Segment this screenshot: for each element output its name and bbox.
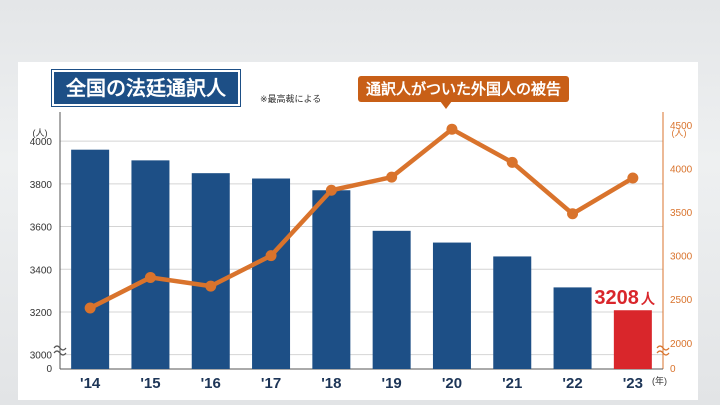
line-point	[205, 280, 217, 292]
left-tick-label-zero: 0	[46, 364, 52, 375]
left-axis-unit: (人)	[33, 128, 48, 138]
line-point	[386, 171, 398, 183]
bar-highlight	[613, 310, 652, 369]
right-tick-label: 3000	[670, 252, 693, 263]
line-point	[446, 123, 458, 135]
line-series	[87, 126, 636, 311]
x-tick-label: '16	[201, 375, 221, 392]
left-tick-label: 3800	[30, 180, 53, 191]
line-point	[325, 184, 337, 196]
x-tick-label: '21	[502, 375, 522, 392]
bar	[372, 230, 411, 369]
right-tick-label: 3500	[670, 208, 693, 219]
right-tick-label: 2000	[670, 339, 693, 350]
right-tick-label-zero: 0	[670, 364, 676, 375]
x-tick-label: '19	[382, 375, 402, 392]
bar	[191, 173, 230, 369]
bar	[71, 149, 110, 369]
line-point	[84, 302, 96, 314]
right-axis-break	[656, 345, 670, 351]
bar	[432, 242, 471, 369]
line-point	[567, 208, 579, 220]
line-point	[265, 250, 277, 262]
line-series-label: 通訳人がついた外国人の被告	[358, 76, 570, 102]
x-tick-label: '22	[562, 375, 582, 392]
left-tick-label: 3000	[30, 351, 53, 362]
bar	[312, 190, 351, 369]
x-tick-label: '20	[442, 375, 462, 392]
left-axis-break	[53, 345, 67, 351]
x-tick-label: '23	[623, 375, 643, 392]
chart-title: 全国の法廷通訳人	[52, 70, 240, 106]
left-axis-break	[53, 350, 67, 356]
left-tick-label: 4000	[30, 137, 53, 148]
right-tick-label: 2500	[670, 295, 693, 306]
right-axis-unit: (人)	[672, 128, 687, 138]
highlight-data-label: 3208	[594, 287, 639, 309]
line-point	[144, 271, 156, 283]
x-tick-label: '15	[140, 375, 160, 392]
line-point	[627, 172, 639, 184]
bar	[252, 178, 291, 369]
right-tick-label: 4500	[670, 121, 693, 132]
highlight-data-unit: 人	[641, 291, 656, 307]
right-tick-label: 4000	[670, 164, 693, 175]
x-axis-unit: (年)	[652, 375, 667, 386]
x-tick-label: '14	[80, 375, 101, 392]
line-point	[506, 156, 518, 168]
left-tick-label: 3400	[30, 265, 53, 276]
line-series-label-pointer	[440, 101, 452, 109]
bar	[553, 287, 592, 369]
x-tick-label: '17	[261, 375, 281, 392]
bar	[493, 256, 532, 369]
source-note: ※最高裁による	[260, 95, 322, 105]
bar	[131, 160, 170, 369]
right-axis-break	[656, 350, 670, 356]
x-tick-label: '18	[321, 375, 341, 392]
left-tick-label: 3600	[30, 223, 53, 234]
left-tick-label: 3200	[30, 308, 53, 319]
